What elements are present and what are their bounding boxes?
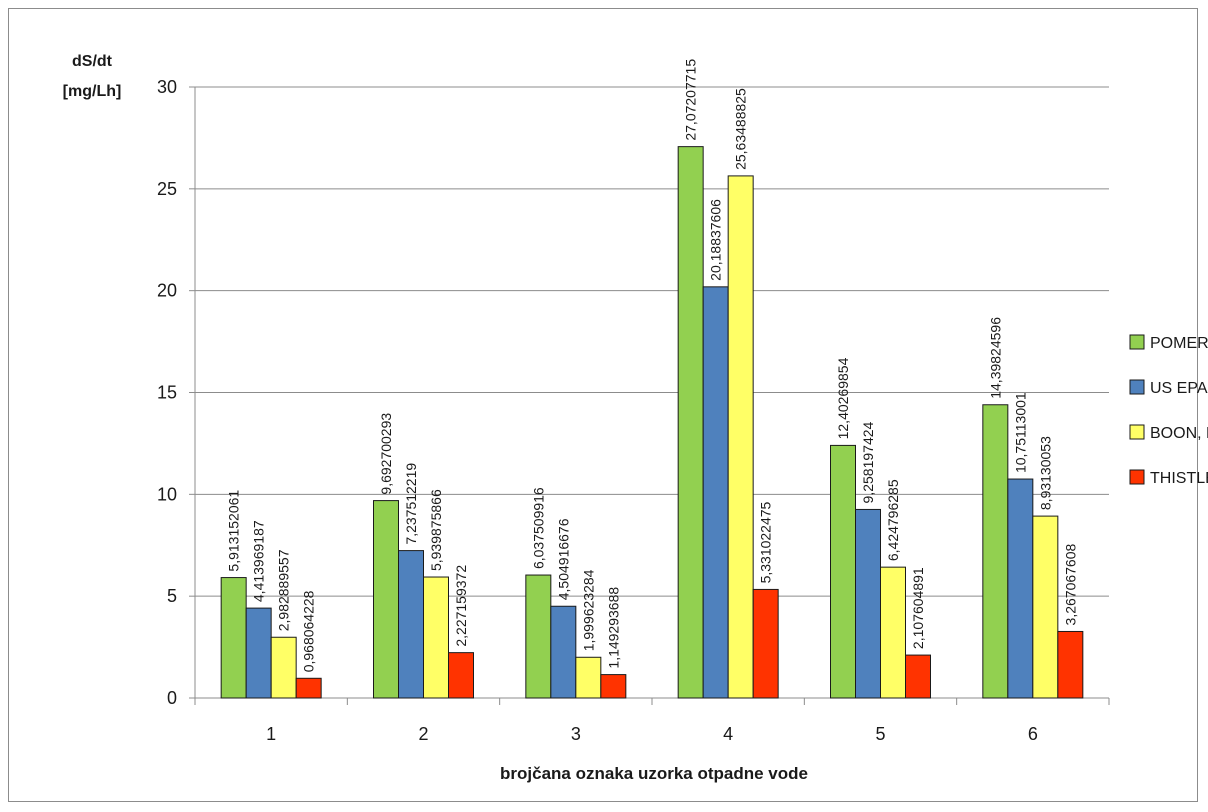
data-label: 8,93130053: [1037, 436, 1053, 510]
data-label: 5,331022475: [758, 501, 774, 583]
x-tick-label: 3: [571, 724, 581, 744]
legend-label: US EPA: [1150, 380, 1208, 397]
bar: [270, 636, 297, 699]
y-tick-label: 5: [167, 586, 177, 606]
bar: [1032, 515, 1059, 699]
bar: [448, 652, 474, 699]
x-tick-label: 2: [418, 724, 428, 744]
y-tick-label: 0: [167, 688, 177, 708]
data-label: 0,968064228: [301, 590, 317, 672]
bar: [880, 566, 906, 699]
bar: [423, 576, 449, 699]
bar: [373, 500, 399, 699]
bar: [855, 508, 881, 699]
data-label: 9,692700293: [378, 413, 394, 495]
bar: [550, 605, 577, 699]
data-label: 10,75113001: [1012, 392, 1028, 473]
bar: [525, 574, 552, 699]
y-tick-label: 30: [157, 77, 177, 97]
bar: [727, 175, 754, 699]
bar: [245, 607, 272, 699]
data-label: 12,40269854: [835, 357, 851, 439]
bar: [398, 550, 424, 699]
data-label: 4,413969187: [251, 520, 267, 602]
y-tick-label: 10: [157, 484, 177, 504]
data-label: 25,63488825: [733, 88, 749, 170]
data-label: 2,107604891: [910, 567, 926, 649]
bar: [830, 444, 856, 699]
data-label: 1,999623284: [580, 569, 596, 651]
bar: [677, 146, 704, 699]
bar: [295, 677, 322, 699]
data-label: 5,939875866: [428, 489, 444, 571]
x-tick-label: 4: [723, 724, 733, 744]
data-label: 9,258197424: [860, 421, 876, 503]
data-label: 1,149293688: [605, 587, 621, 669]
y-axis-label-line2: [mg/Lh]: [63, 83, 122, 100]
data-label: 14,39824596: [987, 317, 1003, 399]
data-label: 3,267067608: [1062, 543, 1078, 625]
data-label: 5,913152061: [226, 490, 242, 572]
x-tick-label: 6: [1028, 724, 1038, 744]
data-labels: 5,913152061 4,413969187 2,982889557 0,96806…: [226, 59, 1079, 673]
bar: [600, 674, 627, 699]
legend-swatch: [1129, 424, 1145, 440]
y-tick-label: 15: [157, 383, 177, 403]
data-label: 20,18837606: [708, 199, 724, 281]
y-tick-label: 25: [157, 179, 177, 199]
bar: [702, 286, 729, 699]
legend-swatch: [1129, 469, 1145, 485]
data-label: 2,227159372: [453, 565, 469, 647]
y-axis-label-line1: dS/dt: [72, 53, 113, 70]
legend-swatch: [1129, 379, 1145, 395]
bar: [220, 577, 247, 699]
gridlines: [195, 86, 1109, 597]
data-label: 2,982889557: [276, 549, 292, 631]
axes: 0 5 10 15 20 25 30 1 2 3 4 5 6: [157, 77, 1110, 744]
x-tick-label: 5: [875, 724, 885, 744]
bar: [575, 656, 602, 699]
bars: [220, 146, 1084, 699]
bar: [905, 654, 931, 699]
bar: [752, 588, 779, 699]
legend-label: BOON, LISTER: [1150, 425, 1208, 442]
legend-swatch: [1129, 334, 1145, 350]
bar: [1007, 478, 1034, 699]
legend-label: THISTLETHWAYTE: [1150, 470, 1208, 487]
legend: POMEROY US EPA BOON, LISTER THISTLETHWAYTE: [1129, 334, 1208, 487]
data-label: 27,07207715: [683, 59, 699, 141]
data-label: 7,237512219: [403, 463, 419, 545]
data-label: 4,504916676: [555, 518, 571, 600]
legend-label: POMEROY: [1150, 335, 1208, 352]
y-tick-label: 20: [157, 281, 177, 301]
x-tick-label: 1: [266, 724, 276, 744]
data-label: 6,424796285: [885, 479, 901, 561]
x-axis-label: brojčana oznaka uzorka otpadne vode: [500, 764, 808, 783]
bar: [1057, 630, 1084, 699]
bar: [982, 404, 1009, 699]
data-label: 6,037509916: [530, 487, 546, 569]
